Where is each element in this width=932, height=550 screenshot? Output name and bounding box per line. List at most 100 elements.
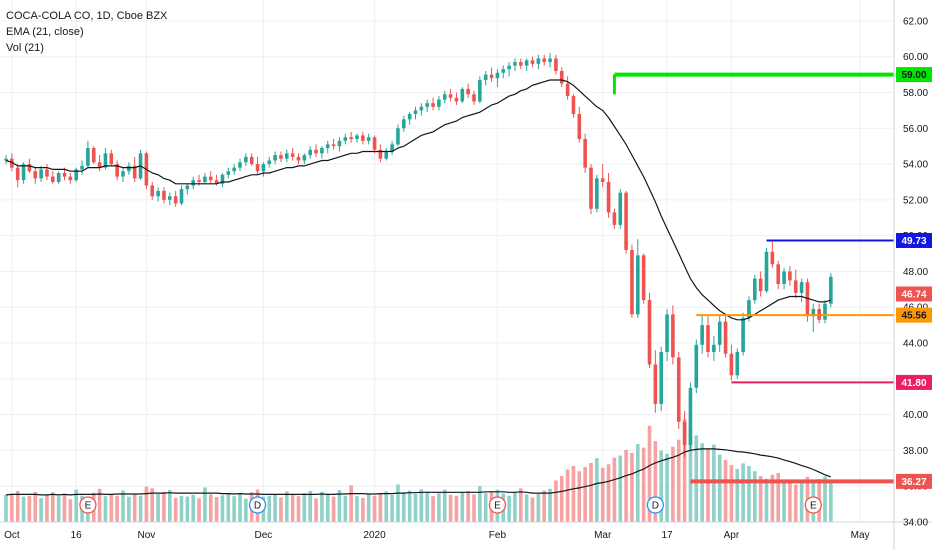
- candle-body: [595, 178, 599, 209]
- candle-body: [402, 119, 406, 129]
- volume-bar: [437, 493, 441, 522]
- volume-bar: [665, 453, 669, 522]
- candle-body: [688, 387, 693, 446]
- candle-body: [437, 99, 441, 107]
- volume-bar: [197, 498, 201, 522]
- x-tick-label: 2020: [363, 530, 386, 541]
- volume-bar: [132, 493, 137, 522]
- candle-body: [285, 153, 289, 159]
- event-marker-label: D: [254, 501, 261, 512]
- price-tag-label: 59.00: [901, 70, 926, 81]
- volume-bar: [565, 469, 570, 522]
- candle-body: [267, 160, 272, 165]
- candle-body: [542, 58, 546, 63]
- candle-body: [302, 155, 307, 161]
- volume-bar: [320, 491, 324, 522]
- volume-ma-line: [5, 448, 832, 496]
- volume-bar: [68, 499, 73, 522]
- price-axis[interactable]: 62.0060.0058.0056.0054.0052.0050.0048.00…: [903, 16, 928, 528]
- candle-body: [671, 314, 675, 358]
- candle-body: [530, 60, 535, 64]
- volume-bar: [454, 495, 459, 522]
- candle-body: [770, 251, 775, 265]
- candle-body: [343, 137, 348, 141]
- legend-ema[interactable]: EMA (21, close): [6, 26, 84, 38]
- volume-bar: [682, 419, 687, 522]
- candle-body: [472, 94, 476, 102]
- price-tag: [896, 374, 932, 390]
- volume-bars: [4, 419, 833, 522]
- volume-bar: [776, 473, 780, 522]
- price-tag: [896, 473, 932, 489]
- grid: [0, 0, 894, 523]
- volume-bar: [425, 491, 429, 522]
- volume-bar: [823, 476, 827, 522]
- volume-bar: [753, 471, 757, 522]
- candle-body: [226, 171, 231, 175]
- volume-bar: [641, 447, 646, 522]
- volume-bar: [589, 462, 593, 522]
- y-tick-label: 34.00: [903, 518, 928, 529]
- volume-bar: [659, 450, 663, 522]
- candle-body: [747, 300, 751, 318]
- volume-bar: [758, 476, 763, 522]
- volume-bar: [150, 488, 155, 522]
- volume-bar: [232, 496, 236, 522]
- candle-body: [132, 165, 137, 179]
- volume-bar: [361, 497, 365, 522]
- ema-line: [5, 79, 831, 321]
- candle-body: [185, 185, 190, 190]
- candle-body: [793, 280, 798, 293]
- volume-bar: [220, 495, 225, 522]
- volume-bar: [624, 449, 628, 522]
- candle-body: [753, 278, 757, 301]
- candle-body: [524, 60, 529, 66]
- candle-body: [764, 251, 769, 292]
- volume-bar: [208, 494, 213, 522]
- candle-body: [244, 156, 248, 163]
- candle-body: [442, 94, 447, 100]
- volume-bar: [407, 490, 412, 522]
- candle-body: [665, 314, 669, 352]
- price-tag: [896, 232, 932, 248]
- candle-body: [554, 58, 558, 72]
- volume-bar: [653, 441, 658, 522]
- price-lines: [612, 72, 894, 484]
- volume-bar: [519, 488, 523, 522]
- volume-bar: [571, 466, 576, 522]
- volume-bar: [431, 496, 435, 522]
- event-marker-label: E: [85, 501, 92, 512]
- volume-bar: [577, 471, 582, 522]
- legend-symbol[interactable]: COCA-COLA CO, 1D, Cboe BZX: [6, 10, 168, 22]
- x-tick-label: May: [851, 530, 870, 541]
- volume-bar: [156, 494, 160, 522]
- y-tick-label: 58.00: [903, 88, 928, 99]
- candlesticks: [4, 53, 833, 458]
- candle-body: [361, 135, 365, 141]
- legend-volume[interactable]: Vol (21): [6, 42, 44, 54]
- candle-body: [115, 164, 119, 177]
- time-axis[interactable]: Oct 16 Nov Dec 2020 Feb Mar 17 Apr May: [4, 530, 869, 541]
- candle-body: [255, 164, 260, 172]
- y-tick-label: 38.00: [903, 446, 928, 457]
- candle-body: [39, 169, 43, 179]
- candle-body: [308, 149, 312, 156]
- volume-bar: [331, 496, 336, 522]
- candle-body: [162, 190, 166, 200]
- candle-body: [384, 151, 389, 159]
- event-marker-label: D: [652, 501, 659, 512]
- candle-body: [150, 185, 155, 197]
- candle-body: [571, 96, 576, 114]
- candle-body: [577, 113, 582, 140]
- candle-body: [21, 164, 26, 181]
- volume-bar: [536, 494, 541, 522]
- volume-bar: [747, 466, 751, 522]
- volume-bar: [829, 481, 833, 522]
- candle-body: [203, 176, 207, 182]
- price-tag: [896, 286, 932, 302]
- volume-bar: [168, 490, 172, 522]
- volume-bar: [290, 494, 295, 522]
- candle-body: [799, 282, 804, 293]
